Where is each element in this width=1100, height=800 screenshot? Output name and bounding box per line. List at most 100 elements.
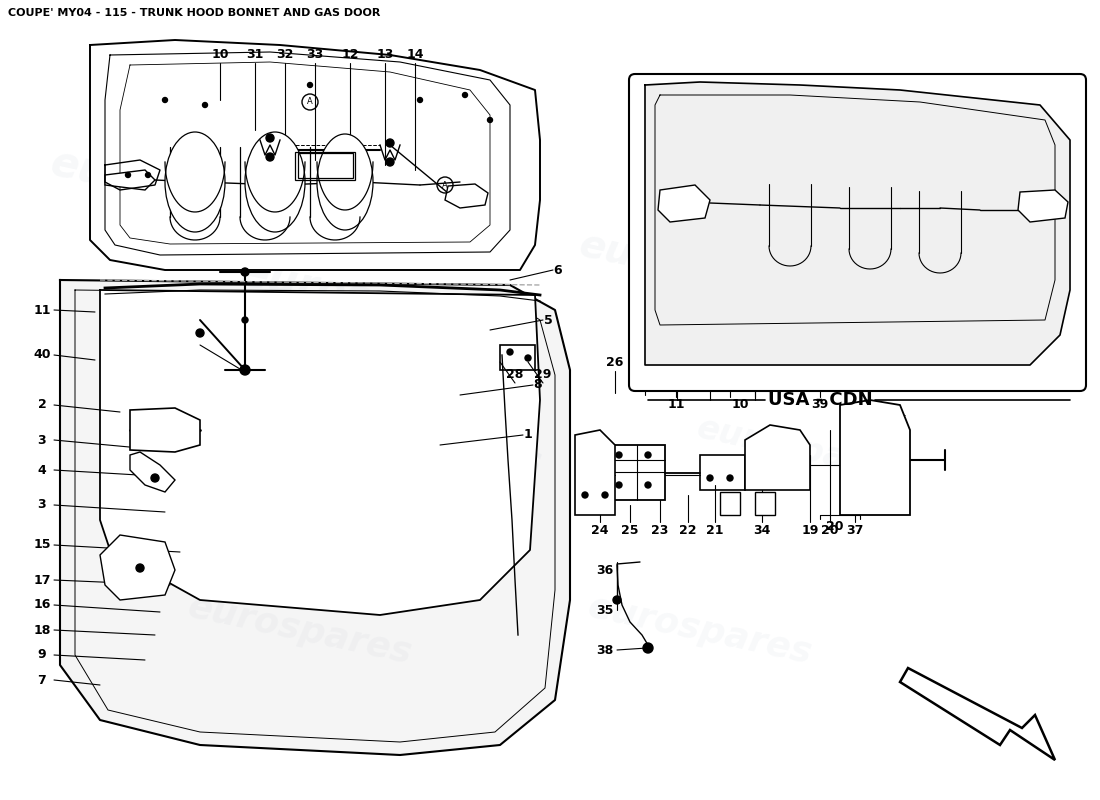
Text: 8: 8 (534, 378, 542, 391)
Text: 11: 11 (33, 303, 51, 317)
Polygon shape (60, 280, 570, 755)
Circle shape (202, 102, 208, 107)
Text: 38: 38 (596, 643, 614, 657)
Text: 3: 3 (37, 498, 46, 511)
Text: 10: 10 (732, 398, 749, 411)
Circle shape (525, 355, 531, 361)
Polygon shape (104, 170, 155, 190)
Circle shape (1048, 108, 1052, 112)
Text: 15: 15 (33, 538, 51, 551)
Text: 26: 26 (606, 357, 624, 370)
Text: 9: 9 (37, 649, 46, 662)
Circle shape (613, 596, 621, 604)
Circle shape (266, 134, 274, 142)
Polygon shape (446, 184, 488, 208)
Text: 17: 17 (33, 574, 51, 586)
Text: A: A (442, 181, 448, 190)
Text: USA - CDN: USA - CDN (768, 391, 872, 409)
Text: 33: 33 (307, 49, 323, 62)
Circle shape (616, 482, 622, 488)
Circle shape (266, 153, 274, 161)
Text: 11: 11 (668, 398, 684, 411)
Circle shape (707, 475, 713, 481)
Text: 23: 23 (651, 523, 669, 537)
Bar (700, 455, 745, 490)
Polygon shape (100, 535, 175, 600)
Text: eurospares: eurospares (315, 400, 546, 480)
Text: 30: 30 (746, 357, 763, 370)
Polygon shape (130, 452, 175, 492)
Ellipse shape (165, 132, 226, 232)
Text: 14: 14 (406, 49, 424, 62)
Bar (298, 153, 353, 178)
Text: 27: 27 (636, 357, 653, 370)
Text: eurospares: eurospares (185, 590, 416, 670)
Polygon shape (745, 425, 810, 490)
Circle shape (768, 110, 772, 114)
Text: eurospares: eurospares (47, 142, 314, 238)
Text: 32: 32 (276, 49, 294, 62)
Polygon shape (575, 430, 615, 515)
Circle shape (487, 118, 493, 122)
Text: A: A (1008, 223, 1013, 233)
Polygon shape (100, 290, 540, 615)
Circle shape (151, 474, 160, 482)
Text: eurospares: eurospares (693, 412, 906, 488)
Polygon shape (840, 400, 910, 515)
Text: 5: 5 (543, 314, 552, 326)
Text: 21: 21 (706, 523, 724, 537)
Circle shape (602, 492, 608, 498)
Circle shape (242, 317, 248, 323)
Polygon shape (645, 82, 1070, 365)
Text: A: A (717, 107, 723, 117)
Ellipse shape (317, 134, 373, 230)
Circle shape (240, 365, 250, 375)
Text: 10: 10 (211, 49, 229, 62)
Circle shape (644, 643, 653, 653)
Circle shape (688, 201, 693, 206)
Text: 1: 1 (524, 429, 532, 442)
Circle shape (241, 268, 249, 276)
Circle shape (145, 173, 151, 178)
Circle shape (163, 98, 167, 102)
Circle shape (645, 482, 651, 488)
Circle shape (308, 82, 312, 87)
Polygon shape (755, 492, 775, 515)
Circle shape (645, 452, 651, 458)
Text: 40: 40 (33, 349, 51, 362)
Text: 18: 18 (33, 623, 51, 637)
Circle shape (670, 201, 674, 206)
Polygon shape (1018, 190, 1068, 222)
Text: 16: 16 (33, 598, 51, 611)
Polygon shape (90, 40, 540, 270)
Text: 31: 31 (246, 49, 264, 62)
Text: 23: 23 (669, 357, 685, 370)
Text: 12: 12 (341, 49, 359, 62)
Text: COUPE' MY04 - 115 - TRUNK HOOD BONNET AND GAS DOOR: COUPE' MY04 - 115 - TRUNK HOOD BONNET AN… (8, 8, 381, 18)
Circle shape (616, 452, 622, 458)
Text: 28: 28 (506, 369, 524, 382)
Text: 24: 24 (592, 523, 608, 537)
Text: 37: 37 (846, 523, 864, 537)
Text: 20: 20 (826, 521, 844, 534)
Ellipse shape (245, 132, 305, 232)
Bar (500, 345, 535, 370)
Text: 3: 3 (37, 434, 46, 446)
Text: 39: 39 (812, 398, 828, 411)
Text: A: A (307, 98, 312, 106)
Text: eurospares: eurospares (113, 332, 327, 408)
Text: 22: 22 (702, 357, 718, 370)
Text: eurospares: eurospares (576, 226, 824, 314)
Circle shape (418, 98, 422, 102)
Polygon shape (658, 185, 710, 222)
Circle shape (386, 158, 394, 166)
FancyBboxPatch shape (629, 74, 1086, 391)
Text: 25: 25 (621, 523, 639, 537)
Text: 13: 13 (376, 49, 394, 62)
Bar (610, 445, 665, 500)
Text: 35: 35 (596, 603, 614, 617)
Circle shape (196, 329, 204, 337)
Circle shape (582, 492, 588, 498)
Text: 29: 29 (535, 369, 552, 382)
Circle shape (462, 93, 468, 98)
